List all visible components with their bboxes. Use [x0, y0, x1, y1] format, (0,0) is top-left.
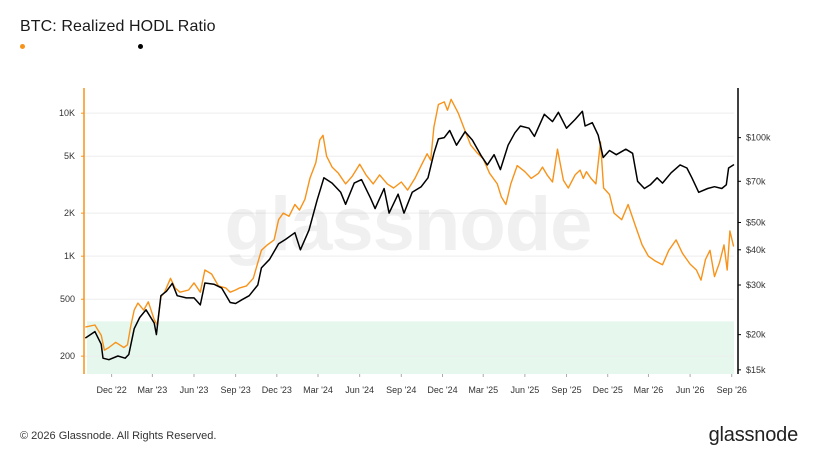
legend-black-marker[interactable]	[138, 44, 143, 49]
x-tick-label: Jun '23	[180, 385, 209, 395]
x-tick-label: Jun '26	[676, 385, 705, 395]
x-tick-label: Dec '22	[96, 385, 126, 395]
y-right-tick-label: $70k	[746, 176, 766, 186]
y-right-tick-label: $40k	[746, 245, 766, 255]
y-left-tick-label: 1K	[64, 251, 75, 261]
shaded-band	[87, 321, 734, 374]
chart-canvas: glassnode 200 500 1K 2K 5K 10K $15k $20k $30k $40…	[59, 88, 771, 395]
x-tick-label: Dec '24	[427, 385, 457, 395]
shaded-band-layer	[87, 321, 734, 374]
x-tick-label: Sep '26	[717, 385, 747, 395]
grid-layer	[84, 112, 734, 357]
x-tick-label: Mar '24	[303, 385, 333, 395]
y-left-tick-label: 200	[60, 351, 75, 361]
x-tick-label: Mar '23	[137, 385, 167, 395]
y-right-tick-label: $30k	[746, 280, 766, 290]
y-left-tick-label: 10K	[59, 108, 75, 118]
y-left-tick-label: 500	[60, 294, 75, 304]
watermark-text: glassnode	[225, 182, 592, 267]
copyright-text: © 2026 Glassnode. All Rights Reserved.	[20, 430, 217, 442]
y-left-tick-label: 2K	[64, 208, 75, 218]
x-tick-label: Sep '23	[221, 385, 251, 395]
x-tick-label: Mar '25	[468, 385, 498, 395]
x-tick-label: Dec '23	[262, 385, 292, 395]
y-right-tick-label: $100k	[746, 133, 771, 143]
glassnode-logo[interactable]: glassnode	[708, 424, 799, 446]
series-line-orange	[85, 98, 735, 351]
series-line-black	[85, 110, 735, 361]
y-right-tick-label: $15k	[746, 365, 766, 375]
x-tick-label: Sep '24	[386, 385, 416, 395]
series-layer	[85, 98, 735, 361]
legend	[20, 42, 160, 54]
y-left-tick-label: 5K	[64, 151, 75, 161]
x-tick-label: Sep '25	[551, 385, 581, 395]
x-tick-label: Jun '25	[511, 385, 540, 395]
tick-label-layer: 200 500 1K 2K 5K 10K $15k $20k $30k $40k $50k $70k $…	[59, 108, 771, 395]
y-right-tick-label: $50k	[746, 217, 766, 227]
y-right-tick-label: $20k	[746, 330, 766, 340]
x-tick-label: Dec '25	[593, 385, 623, 395]
axis-layer	[81, 88, 741, 377]
legend-orange-marker[interactable]	[20, 44, 25, 49]
x-tick-label: Jun '24	[345, 385, 374, 395]
chart-title: BTC: Realized HODL Ratio	[20, 18, 216, 35]
x-tick-label: Mar '26	[634, 385, 664, 395]
